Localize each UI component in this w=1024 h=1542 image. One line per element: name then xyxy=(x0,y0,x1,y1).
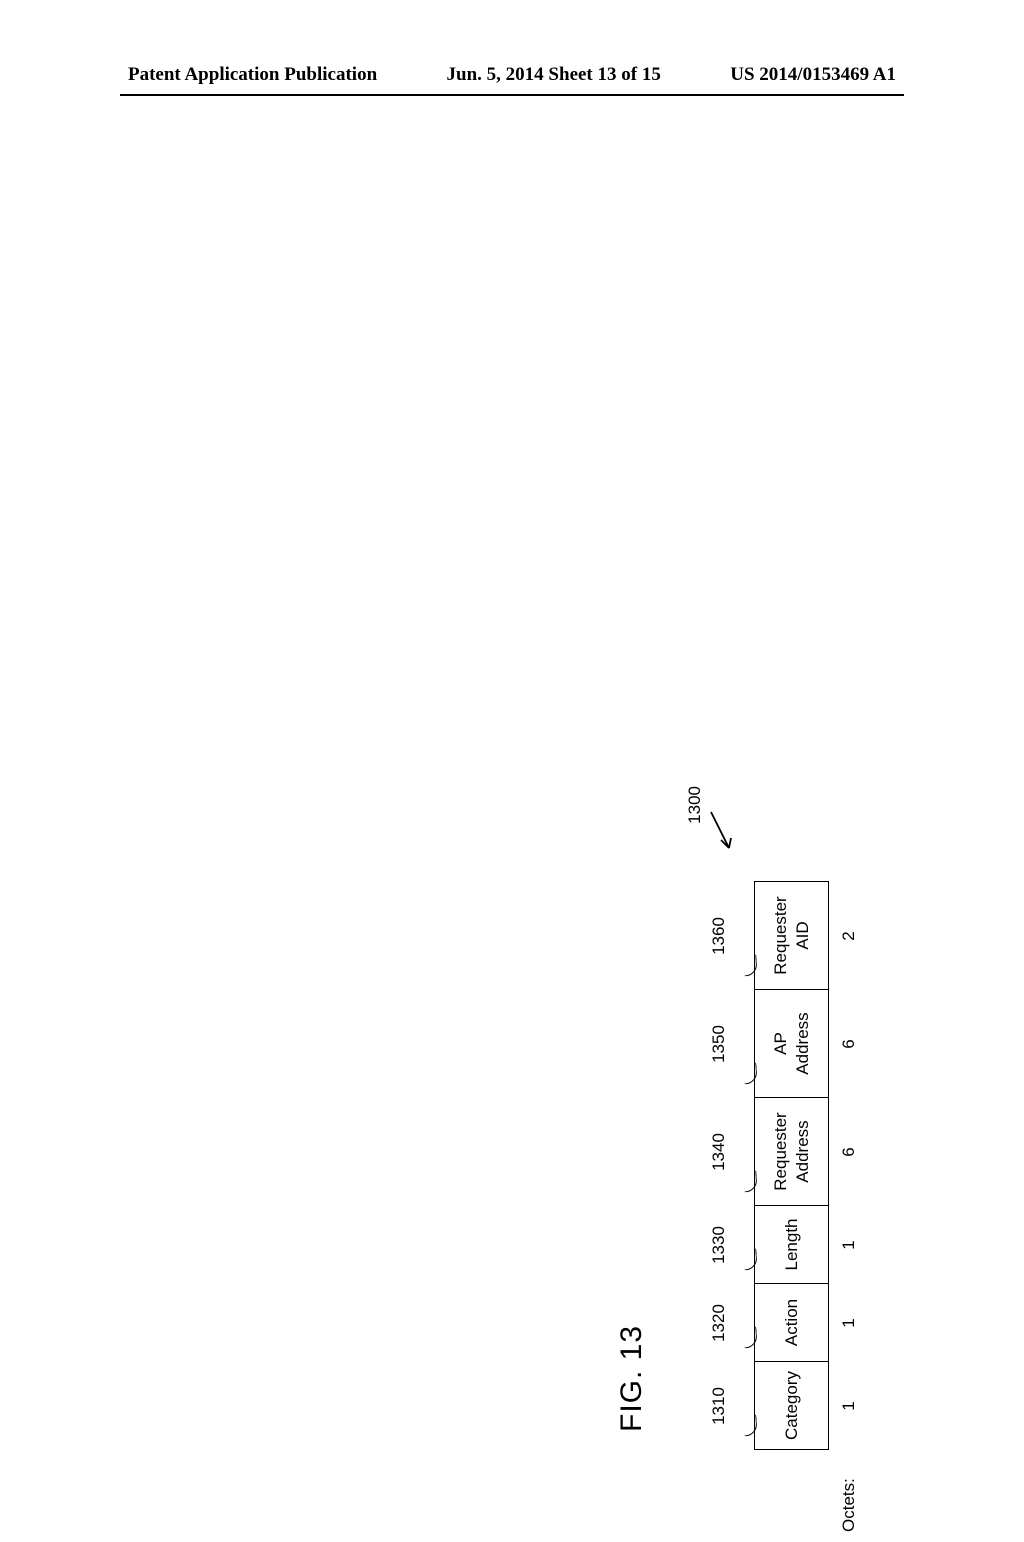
frame-ref-main: 1300 xyxy=(685,786,705,824)
field-ref: 1310 xyxy=(709,1362,754,1450)
header-mid: Jun. 5, 2014 Sheet 13 of 15 xyxy=(447,64,661,86)
field-cell: Action xyxy=(755,1284,829,1362)
ref-tick-icon xyxy=(741,954,757,970)
field-cell: Length xyxy=(755,1206,829,1284)
octets-label: Octets: xyxy=(839,1450,859,1542)
field-cell: Category xyxy=(755,1362,829,1450)
ref-tick-icon xyxy=(741,1062,757,1078)
field-ref: 1330 xyxy=(709,1206,754,1284)
field-cell: RequesterAID xyxy=(755,882,829,990)
field-ref-row: 131013201330134013501360 xyxy=(709,812,754,1450)
field-ref: 1360 xyxy=(709,882,754,990)
field-ref: 1340 xyxy=(709,1098,754,1206)
octets-value: 6 xyxy=(839,1098,859,1206)
field-ref: 1320 xyxy=(709,1284,754,1362)
field-ref: 1350 xyxy=(709,990,754,1098)
field-cell: APAddress xyxy=(755,990,829,1098)
octets-value: 6 xyxy=(839,990,859,1098)
header-rule xyxy=(120,94,904,96)
header-left: Patent Application Publication xyxy=(128,64,377,86)
ref-tick-icon xyxy=(741,1326,757,1342)
figure-13: FIG. 13 1300 131013201330134013501360 Ca… xyxy=(755,447,999,1177)
octets-value: 1 xyxy=(839,1284,859,1362)
frame-row: CategoryActionLengthRequesterAddressAPAd… xyxy=(755,882,829,1450)
octets-value: 1 xyxy=(839,1362,859,1450)
figure-inner: FIG. 13 1300 131013201330134013501360 Ca… xyxy=(615,812,859,1542)
page-header: Patent Application Publication Jun. 5, 2… xyxy=(0,64,1024,86)
octets-value: 1 xyxy=(839,1206,859,1284)
header-right: US 2014/0153469 A1 xyxy=(730,64,896,86)
ref-tick-icon xyxy=(741,1170,757,1186)
ref-tick-icon xyxy=(741,1414,757,1430)
field-cell: RequesterAddress xyxy=(755,1098,829,1206)
ref-tick-icon xyxy=(741,1248,757,1264)
frame-format-table: CategoryActionLengthRequesterAddressAPAd… xyxy=(754,881,829,1450)
figure-title: FIG. 13 xyxy=(615,812,649,1432)
octets-row: Octets: 111662 xyxy=(839,812,859,1542)
octets-values: 111662 xyxy=(839,882,859,1450)
octets-value: 2 xyxy=(839,882,859,990)
